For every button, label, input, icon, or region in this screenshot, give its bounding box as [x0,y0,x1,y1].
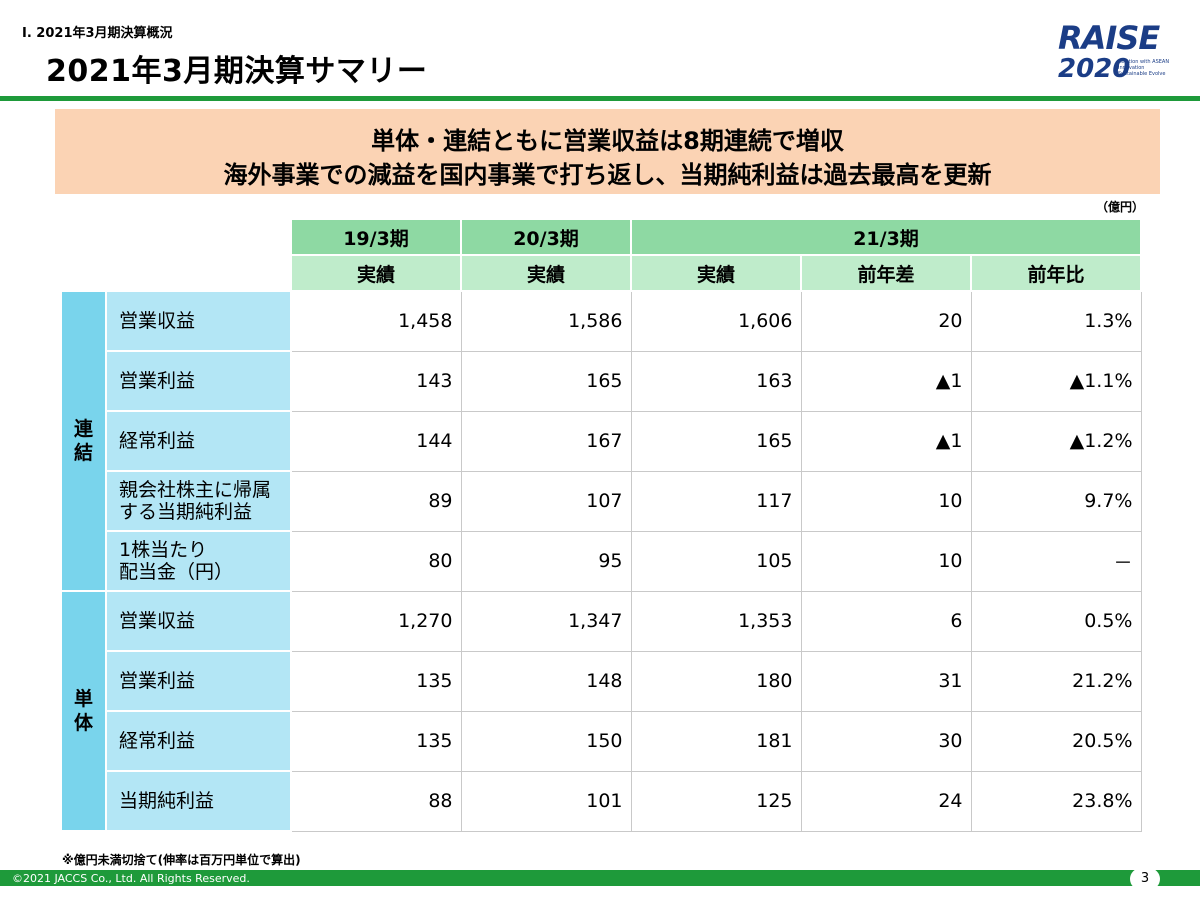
row-label: 営業収益 [105,290,292,352]
logo-year: 2020 [1058,54,1131,84]
subheader: 実績 [630,254,802,292]
value-cell: 23.8% [970,770,1142,832]
value-cell: 165 [460,350,632,412]
value-cell: ▲1.1% [970,350,1142,412]
footer-bar [0,870,1200,886]
value-cell: 31 [800,650,972,712]
value-cell: 135 [290,650,462,712]
table-row: 連結営業収益 1,458 1,586 1,606 20 1.3% [60,290,1142,592]
value-cell: 165 [630,410,802,472]
banner-line-2: 海外事業での減益を国内事業で打ち返し、当期純利益は過去最高を更新 [223,161,992,189]
value-cell: 89 [290,470,462,532]
value-cell: 101 [460,770,632,832]
section-label: Ⅰ. 2021年3月期決算概況 [22,26,173,41]
value-cell: 1,347 [460,590,632,652]
row-label: 親会社株主に帰属 する当期純利益 [105,470,292,532]
value-cell: 135 [290,710,462,772]
subheader: 前年比 [970,254,1142,292]
banner-line-1: 単体・連結ともに営業収益は8期連続で増収 [371,127,844,155]
period-header: 20/3期 [460,218,632,256]
financial-summary-table: 19/3期 20/3期 21/3期 実績 実績 実績 前年差 前年比 連結営業収… [60,218,1142,832]
table-row: 営業利益 135 148 180 31 21.2% [61,650,1142,712]
value-cell: 150 [460,710,632,772]
value-cell: 1,270 [290,590,462,652]
value-cell: 1,353 [630,590,802,652]
period-header: 19/3期 [290,218,462,256]
table-row: 営業利益 143 165 163 ▲1 ▲1.1% [61,350,1142,412]
value-cell: 180 [630,650,802,712]
value-cell: 6 [800,590,972,652]
value-cell: 30 [800,710,972,772]
group-label: 連結 [60,290,107,592]
raise-2020-logo: RAISE 2020 Relation with ASEAN Innovatio… [1058,22,1170,94]
subheader: 実績 [460,254,632,292]
table-row: 経常利益 135 150 181 30 20.5% [61,710,1142,772]
value-cell: － [970,530,1142,592]
row-label: 営業収益 [105,590,292,652]
footnote: ※億円未満切捨て(伸率は百万円単位で算出) [62,853,301,867]
copyright: ©2021 JACCS Co., Ltd. All Rights Reserve… [12,872,250,885]
header-divider [0,96,1200,101]
value-cell: 105 [630,530,802,592]
period-header: 21/3期 [630,218,1142,256]
table-row: 経常利益 144 167 165 ▲1 ▲1.2% [61,410,1142,472]
value-cell: 117 [630,470,802,532]
unit-label: （億円） [1096,200,1145,214]
value-cell: 125 [630,770,802,832]
period-header-row: 19/3期 20/3期 21/3期 [60,218,1142,256]
value-cell: 143 [290,350,462,412]
table-row: 1株当たり 配当金（円） 80 95 105 10 － [61,530,1142,592]
value-cell: 1,606 [630,290,802,352]
value-cell: 144 [290,410,462,472]
value-cell: 107 [460,470,632,532]
value-cell: 10 [800,470,972,532]
row-label: 経常利益 [105,710,292,772]
value-cell: ▲1.2% [970,410,1142,472]
row-label: 当期純利益 [105,770,292,832]
value-cell: 10 [800,530,972,592]
value-cell: ▲1 [800,410,972,472]
table-row: 親会社株主に帰属 する当期純利益 89 107 117 10 9.7% [61,470,1142,532]
value-cell: 167 [460,410,632,472]
group-label: 単体 [60,590,107,832]
subheader: 実績 [290,254,462,292]
summary-banner: 単体・連結ともに営業収益は8期連続で増収 海外事業での減益を国内事業で打ち返し、… [55,109,1160,194]
value-cell: 95 [460,530,632,592]
row-label: 1株当たり 配当金（円） [105,530,292,592]
row-label: 営業利益 [105,650,292,712]
value-cell: 181 [630,710,802,772]
value-cell: 80 [290,530,462,592]
value-cell: 0.5% [970,590,1142,652]
subheader-row: 実績 実績 実績 前年差 前年比 [60,254,1142,292]
logo-tagline: Relation with ASEAN Innovation Sustainab… [1118,59,1170,77]
logo-word: RAISE [1058,19,1160,57]
value-cell: 1.3% [970,290,1142,352]
row-label: 営業利益 [105,350,292,412]
table-row: 当期純利益 88 101 125 24 23.8% [61,770,1142,832]
value-cell: 1,458 [290,290,462,352]
value-cell: ▲1 [800,350,972,412]
value-cell: 24 [800,770,972,832]
row-label: 経常利益 [105,410,292,472]
value-cell: 148 [460,650,632,712]
table-row: 単体営業収益 1,270 1,347 1,353 6 0.5% [60,590,1142,832]
subheader: 前年差 [800,254,972,292]
value-cell: 20.5% [970,710,1142,772]
value-cell: 9.7% [970,470,1142,532]
value-cell: 1,586 [460,290,632,352]
value-cell: 163 [630,350,802,412]
page-number: 3 [1130,868,1160,890]
page-title: 2021年3月期決算サマリー [46,54,428,89]
value-cell: 88 [290,770,462,832]
value-cell: 21.2% [970,650,1142,712]
value-cell: 20 [800,290,972,352]
